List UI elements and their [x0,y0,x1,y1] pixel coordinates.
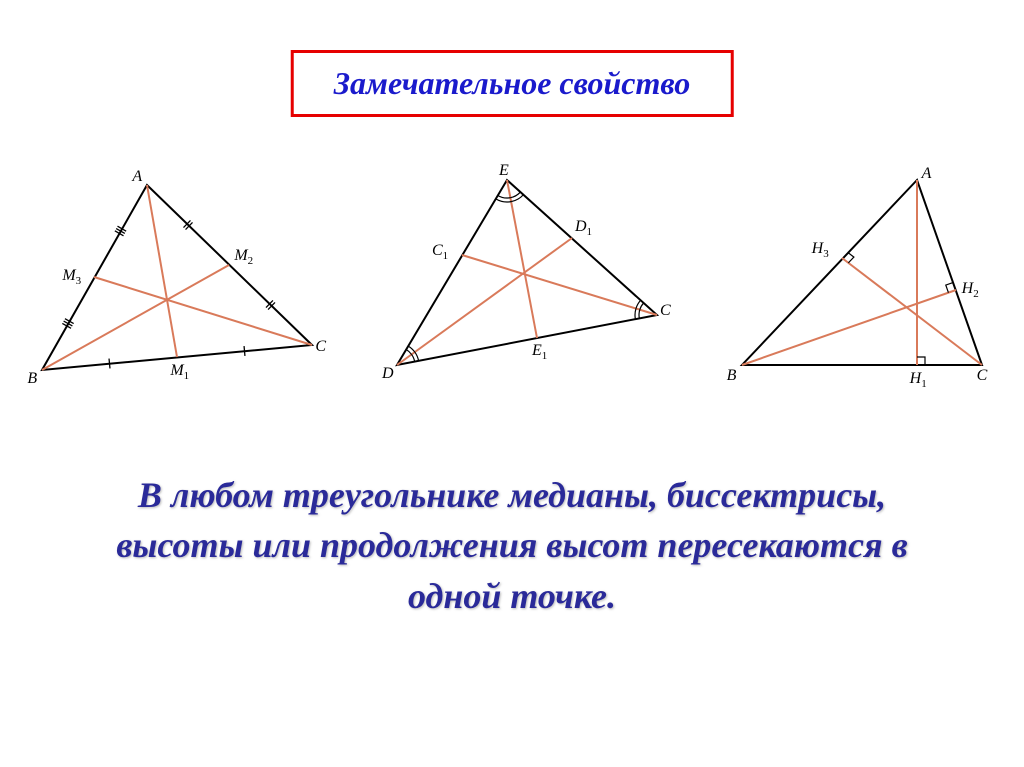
vertex-label: E [499,162,509,180]
vertex-label: C [315,338,326,356]
vertex-label: H1 [910,370,927,390]
vertex-label: H2 [962,280,979,300]
vertex-label: E1 [532,342,547,362]
vertex-label: D1 [575,218,592,238]
diagram-bisectors: DECC1D1E1 [377,170,677,390]
title-box: Замечательное свойство [291,50,734,117]
vertex-label: C [977,367,988,385]
vertex-label: M1 [170,362,189,382]
vertex-label: C [660,302,671,320]
bisectors-svg [377,170,677,390]
vertex-label: A [922,165,932,183]
vertex-label: B [27,370,37,388]
title-text: Замечательное свойство [334,65,691,101]
theorem-text: В любом треугольнике медианы, биссектрис… [72,470,952,621]
diagram-medians: A B C M1 M2 M3 [22,170,332,390]
vertex-label: D [382,365,394,383]
vertex-label: H3 [812,240,829,260]
diagram-altitudes: ABCH1H2H3 [722,170,1002,390]
vertex-label: B [727,367,737,385]
vertex-label: M3 [62,267,81,287]
altitudes-svg [722,170,1002,390]
vertex-label: A [132,168,142,186]
diagrams-row: A B C M1 M2 M3 D E C C1 D1 E1 A B C H1 H2 H3 [0,165,1024,395]
vertex-label: M2 [234,247,253,267]
vertex-label: C1 [432,242,448,262]
